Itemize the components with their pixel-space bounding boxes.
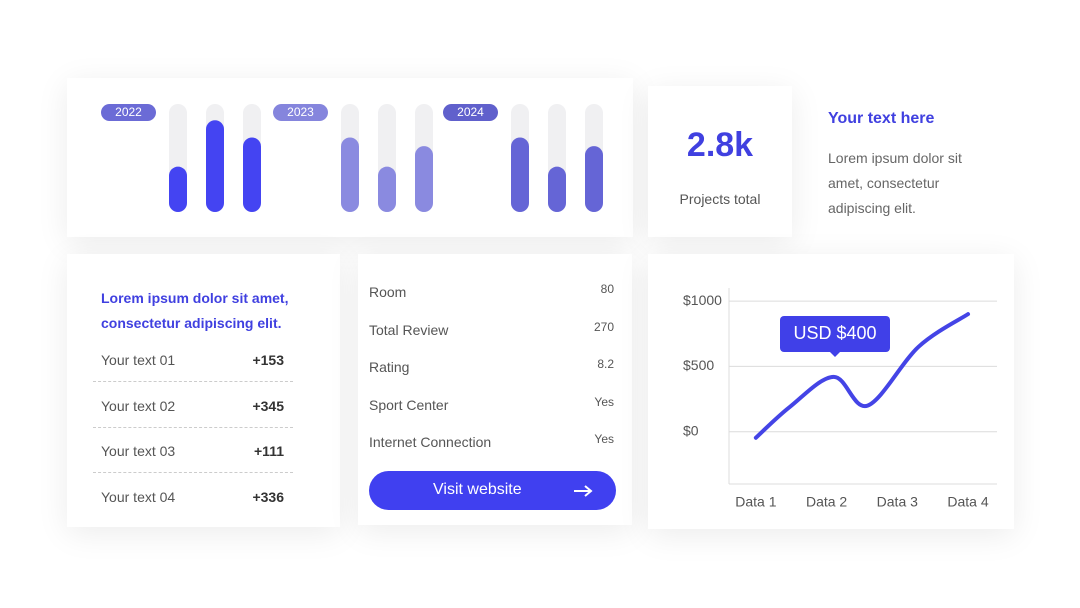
info-value: 270: [593, 319, 614, 334]
visit-button[interactable]: Visit website: [369, 471, 616, 510]
arrow-icon: [574, 485, 593, 497]
row-separator: [93, 426, 293, 428]
row-value: +336: [252, 488, 284, 505]
y-tick-label: $0: [683, 422, 699, 438]
row-value: +111: [254, 443, 284, 459]
bar: [243, 137, 261, 212]
row-separator: [93, 472, 293, 473]
x-tick-label: Data 4: [947, 494, 988, 510]
bar: [548, 166, 566, 212]
row-label: Your text 03: [101, 443, 176, 459]
x-tick-label: Data 3: [877, 494, 918, 510]
info-label: Rating: [369, 359, 410, 375]
row-value: +153: [252, 352, 284, 368]
info-card: Visit website Room 80 Total Review 270 Ratin…: [358, 254, 632, 525]
text-title: Your text here: [828, 110, 935, 127]
info-value: Yes: [594, 394, 614, 409]
info-label: Total Review: [369, 321, 449, 338]
year-pill: [273, 104, 328, 121]
bar: [415, 146, 433, 212]
bar: [206, 120, 224, 212]
row-value: +345: [252, 397, 284, 414]
stat-card: 2.8k Projects total: [648, 86, 792, 237]
info-value: 80: [600, 282, 614, 296]
year-label: 2022: [115, 105, 142, 119]
bar: [378, 166, 396, 212]
year-label: 2023: [287, 105, 314, 119]
tooltip-text: USD $400: [793, 323, 877, 343]
row-label: Your text 02: [101, 397, 176, 414]
line-series: [753, 312, 971, 440]
bar: [585, 146, 603, 212]
button-label: Visit website: [433, 481, 522, 498]
info-label: Sport Center: [369, 396, 449, 413]
row-label: Your text 04: [101, 488, 176, 505]
row-label: Your text 01: [101, 352, 176, 368]
year-pill: [101, 104, 156, 121]
stat-value: 2.8k: [686, 126, 754, 164]
year-pill: [443, 104, 498, 121]
y-tick-label: $500: [683, 357, 714, 373]
row-separator: [93, 381, 293, 382]
x-tick-label: Data 1: [735, 494, 776, 510]
bar: [511, 137, 529, 212]
info-value: 8.2: [597, 357, 614, 371]
info-label: Internet Connection: [369, 434, 492, 450]
tooltip-pointer: [830, 352, 840, 362]
list-heading: Lorem ipsum dolor sit amet, consectetur …: [101, 290, 289, 331]
list-card: Lorem ipsum dolor sit amet, consectetur …: [67, 254, 340, 527]
bar: [341, 137, 359, 212]
tooltip: USD $400: [780, 316, 890, 357]
info-label: Room: [369, 284, 407, 300]
y-tick-label: $1000: [683, 292, 722, 308]
text-body: Lorem ipsum dolor sit amet, consectetur …: [828, 150, 962, 216]
stat-label: Projects total: [679, 191, 761, 207]
year-label: 2024: [457, 105, 484, 119]
chart-card: [648, 254, 1014, 529]
x-tick-label: Data 2: [806, 494, 847, 510]
bar: [169, 166, 187, 212]
info-value: Yes: [594, 432, 614, 446]
